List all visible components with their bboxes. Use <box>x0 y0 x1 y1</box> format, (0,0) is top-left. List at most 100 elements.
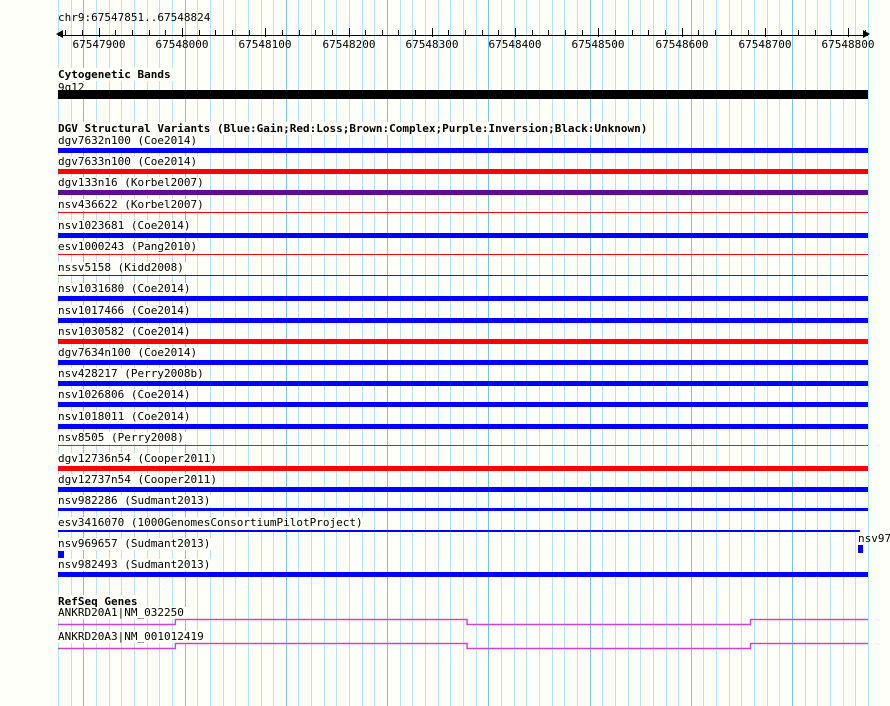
dgv-variant-label[interactable]: nsv1018011 (Coe2014) <box>58 410 193 423</box>
locus-label: chr9:67547851..67548824 <box>58 11 211 24</box>
dgv-variant-bar[interactable] <box>58 169 868 174</box>
dgv-variant-label[interactable]: dgv133n16 (Korbel2007) <box>58 176 206 189</box>
ruler-tick-major <box>265 28 266 37</box>
ruler-tick-minor <box>415 30 416 36</box>
ruler-tick-minor <box>382 30 383 36</box>
ruler-tick-minor <box>149 30 150 36</box>
ruler-tick-minor <box>299 30 300 36</box>
ruler-tick-minor <box>165 30 166 36</box>
dgv-variant-bar[interactable] <box>58 190 868 195</box>
ruler-tick-minor <box>665 30 666 36</box>
ruler-tick-minor <box>648 30 649 36</box>
ruler-tick-minor <box>65 30 66 36</box>
ruler-tick-major <box>182 28 183 37</box>
dgv-variant-bar[interactable] <box>58 487 868 492</box>
dgv-variant-bar[interactable] <box>58 296 868 301</box>
dgv-variant-label[interactable]: esv3416070 (1000GenomesConsortiumPilotPr… <box>58 516 365 529</box>
dgv-variant-bar[interactable] <box>58 254 868 255</box>
ruler-tick-minor <box>115 30 116 36</box>
dgv-variant-label[interactable]: nsv1023681 (Coe2014) <box>58 219 193 232</box>
dgv-variant-bar[interactable] <box>58 572 868 577</box>
dgv-variant-bar[interactable] <box>58 148 868 153</box>
ruler-tick-label: 67548400 <box>488 38 542 51</box>
ruler-tick-minor <box>781 30 782 36</box>
dgv-variant-label[interactable]: nsv969657 (Sudmant2013) <box>58 537 213 550</box>
dgv-variant-label[interactable]: nsv1030582 (Coe2014) <box>58 325 193 338</box>
dgv-track-title: DGV Structural Variants (Blue:Gain;Red:L… <box>58 122 650 135</box>
ruler-tick-label: 67548700 <box>738 38 792 51</box>
ruler-tick-minor <box>365 30 366 36</box>
ruler-tick-minor <box>831 30 832 36</box>
refseq-gene-path <box>58 642 868 650</box>
cytogenetic-bands-title: Cytogenetic Bands <box>58 68 173 81</box>
ruler-tick-minor <box>132 30 133 36</box>
ruler-tick-minor <box>532 30 533 36</box>
ruler-tick-minor <box>448 30 449 36</box>
dgv-variant-label[interactable]: dgv12736n54 (Cooper2011) <box>58 452 219 465</box>
dgv-variant-label[interactable]: dgv12737n54 (Cooper2011) <box>58 473 219 486</box>
ruler-tick-label: 67548000 <box>155 38 209 51</box>
dgv-clipped-bar[interactable] <box>858 545 863 553</box>
dgv-variant-label[interactable]: dgv7633n100 (Coe2014) <box>58 155 200 168</box>
ruler-tick-minor <box>332 30 333 36</box>
dgv-variant-label[interactable]: nsv428217 (Perry2008b) <box>58 367 206 380</box>
dgv-variant-bar[interactable] <box>58 551 64 558</box>
refseq-genes-title: RefSeq Genes <box>58 595 140 608</box>
dgv-variant-label[interactable]: nsv982286 (Sudmant2013) <box>58 494 213 507</box>
ruler-tick-label: 67548100 <box>238 38 292 51</box>
dgv-variant-bar[interactable] <box>58 360 868 365</box>
refseq-gene-label[interactable]: ANKRD20A1|NM_032250 <box>58 606 186 619</box>
dgv-variant-label[interactable]: nsv1017466 (Coe2014) <box>58 304 193 317</box>
dgv-variant-bar[interactable] <box>58 508 868 511</box>
ruler-tick-label: 67548300 <box>405 38 459 51</box>
ruler-tick-label: 67548800 <box>821 38 875 51</box>
ruler-tick-minor <box>698 30 699 36</box>
dgv-variant-bar[interactable] <box>58 466 868 471</box>
ruler-tick-major <box>515 28 516 37</box>
ruler-tick-minor <box>199 30 200 36</box>
ruler-tick-minor <box>465 30 466 36</box>
dgv-variant-bar[interactable] <box>58 275 868 276</box>
ruler-tick-major <box>682 28 683 37</box>
ruler-tick-label: 67548500 <box>571 38 625 51</box>
refseq-gene-track[interactable] <box>58 618 868 626</box>
ruler-tick-minor <box>215 30 216 36</box>
refseq-gene-track[interactable] <box>58 642 868 650</box>
dgv-variant-bar[interactable] <box>58 424 868 429</box>
ruler-tick-major <box>99 28 100 37</box>
ruler-tick-minor <box>615 30 616 36</box>
dgv-variant-label[interactable]: esv1000243 (Pang2010) <box>58 240 200 253</box>
dgv-variant-label[interactable]: nsv436622 (Korbel2007) <box>58 198 206 211</box>
dgv-variant-bar[interactable] <box>58 530 860 532</box>
dgv-variant-bar[interactable] <box>58 381 868 386</box>
refseq-gene-label[interactable]: ANKRD20A3|NM_001012419 <box>58 630 206 643</box>
dgv-variant-label[interactable]: dgv7632n100 (Coe2014) <box>58 134 200 147</box>
ruler-tick-minor <box>398 30 399 36</box>
ruler-tick-minor <box>815 30 816 36</box>
ruler-tick-minor <box>548 30 549 36</box>
dgv-variant-label[interactable]: nsv8505 (Perry2008) <box>58 431 186 444</box>
ruler-tick-minor <box>582 30 583 36</box>
right-arrow-icon <box>863 30 870 38</box>
dgv-variant-label[interactable]: nsv1031680 (Coe2014) <box>58 282 193 295</box>
ruler-tick-minor <box>565 30 566 36</box>
cytoband-bar[interactable] <box>58 90 868 99</box>
dgv-variant-label[interactable]: nsv1026806 (Coe2014) <box>58 388 193 401</box>
dgv-variant-label[interactable]: nsv982493 (Sudmant2013) <box>58 558 213 571</box>
ruler-tick-minor <box>798 30 799 36</box>
ruler-tick-label: 67548200 <box>322 38 376 51</box>
dgv-variant-label[interactable]: nssv5158 (Kidd2008) <box>58 261 186 274</box>
ruler-tick-major <box>765 28 766 37</box>
dgv-variant-bar[interactable] <box>58 233 868 238</box>
ruler-tick-label: 67547900 <box>72 38 126 51</box>
dgv-variant-label[interactable]: dgv7634n100 (Coe2014) <box>58 346 200 359</box>
dgv-variant-bar[interactable] <box>58 212 868 213</box>
left-arrow-icon <box>56 30 63 38</box>
dgv-variant-bar[interactable] <box>58 445 868 446</box>
dgv-variant-bar[interactable] <box>58 339 868 344</box>
dgv-variant-bar[interactable] <box>58 318 868 323</box>
ruler-tick-minor <box>482 30 483 36</box>
ruler-tick-label: 67548600 <box>655 38 709 51</box>
dgv-variant-bar[interactable] <box>58 402 868 407</box>
ruler-tick-major <box>598 28 599 37</box>
